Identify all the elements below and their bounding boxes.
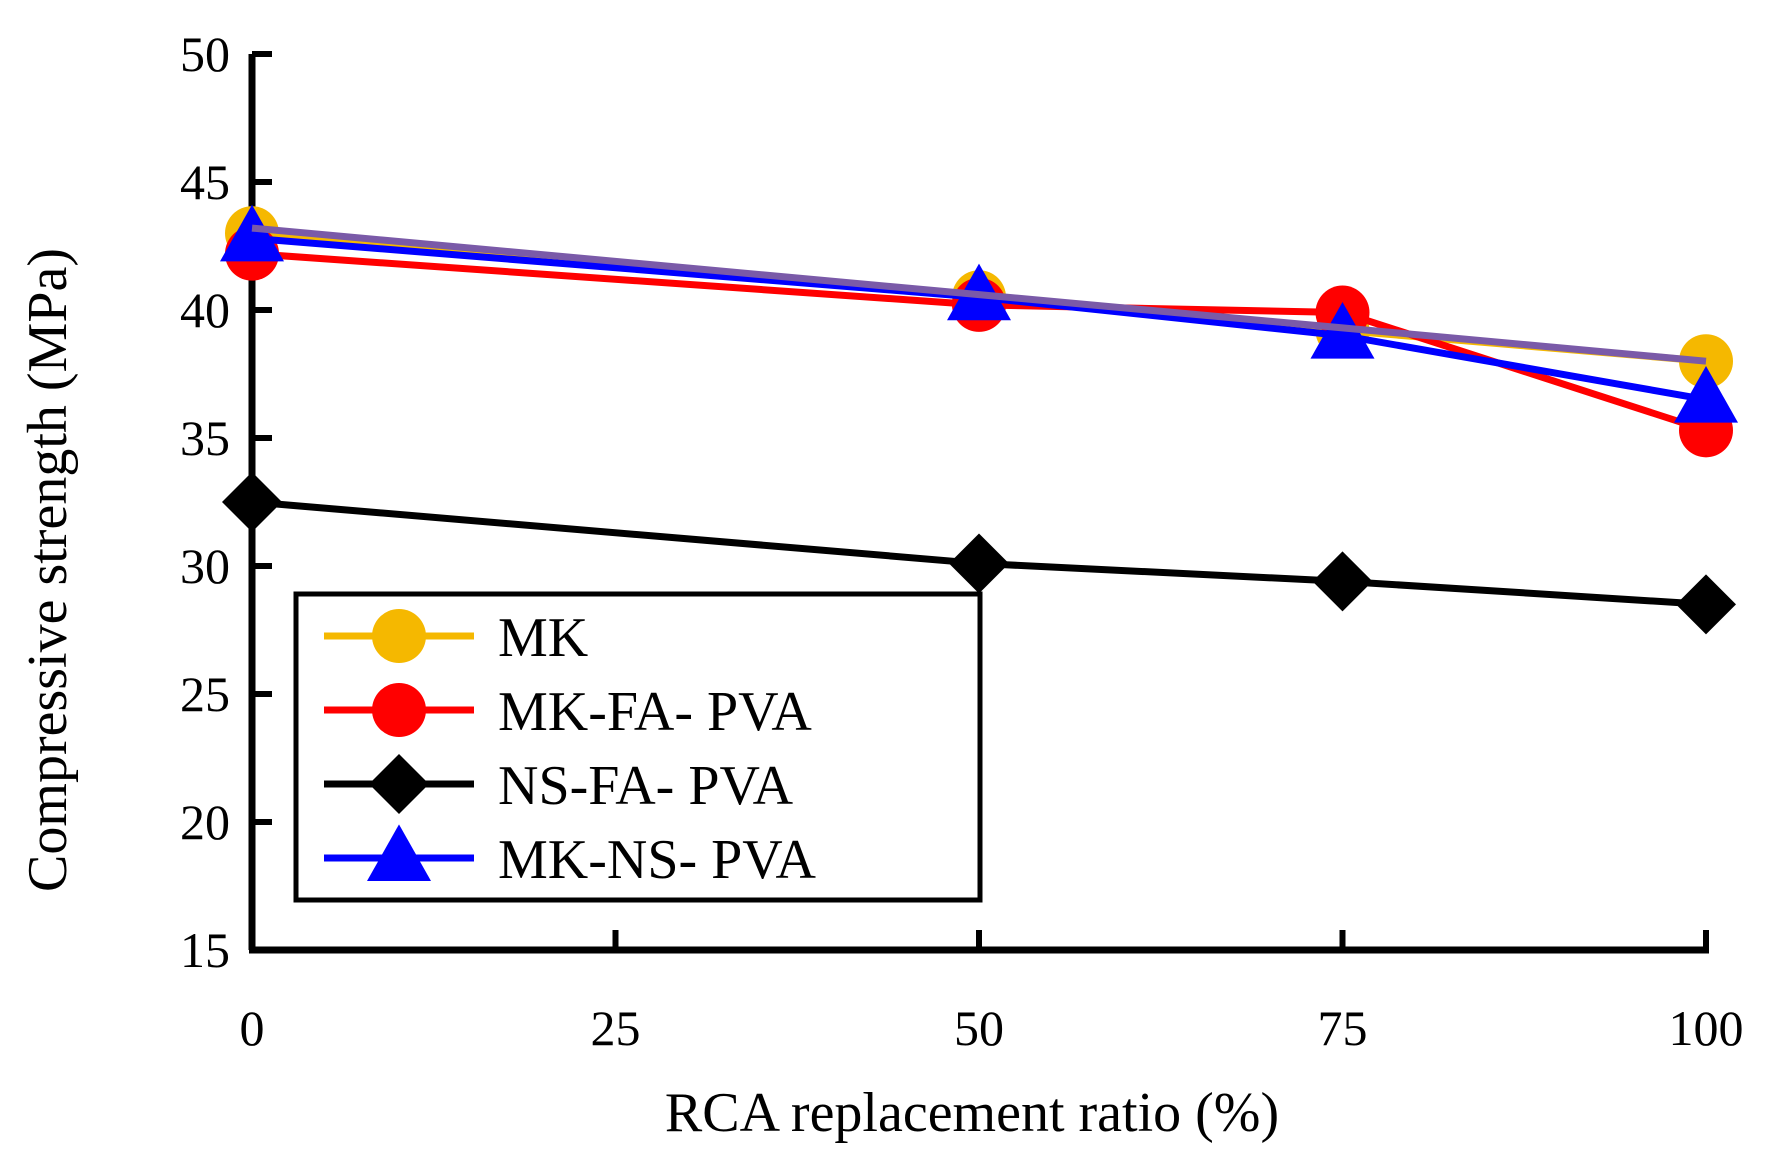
- y-tick-label: 15: [180, 922, 230, 978]
- y-tick-label: 40: [180, 282, 230, 338]
- series-ns-fa-pva: [222, 472, 1736, 635]
- ticks: 15 20 25 30 35 40 45 50 0 25 50 75 100: [180, 26, 1744, 1056]
- data-point: [1674, 366, 1738, 423]
- trend-line: [251, 224, 1707, 365]
- x-tick-label: 100: [1669, 1000, 1744, 1056]
- data-point: [1312, 551, 1373, 612]
- y-tick-label: 25: [180, 666, 230, 722]
- data-point: [222, 472, 282, 532]
- y-tick-label: 30: [180, 538, 230, 594]
- y-tick-label: 35: [180, 410, 230, 466]
- y-tick-label: 45: [180, 154, 230, 210]
- legend-label: NS-FA- PVA: [498, 755, 794, 817]
- data-point: [220, 204, 284, 262]
- x-axis-title: RCA replacement ratio (%): [665, 1082, 1279, 1144]
- series-mk-ns-pva: [220, 204, 1738, 423]
- legend-marker: [372, 683, 426, 737]
- series-layer: [220, 204, 1738, 635]
- x-tick-label: 0: [240, 1000, 265, 1056]
- data-point: [949, 533, 1009, 594]
- y-tick-label: 20: [180, 794, 230, 850]
- legend-label: MK-FA- PVA: [498, 681, 812, 743]
- data-point: [1676, 574, 1736, 635]
- legend-entry: MK: [324, 607, 588, 669]
- legend-marker: [367, 824, 431, 882]
- legend-label: MK-NS- PVA: [498, 829, 816, 891]
- legend-marker: [369, 754, 429, 814]
- y-axis-title: Compressive strength (MPa): [17, 248, 79, 892]
- x-tick-label: 25: [591, 1000, 641, 1056]
- legend-label: MK: [498, 607, 588, 669]
- series-line: [251, 234, 1707, 404]
- x-tick-label: 50: [954, 1000, 1004, 1056]
- legend-entry: NS-FA- PVA: [324, 754, 794, 817]
- legend: MK MK-FA- PVA NS-FA- PVA MK-NS- PVA: [293, 591, 983, 903]
- legend-marker: [372, 609, 426, 663]
- legend-entry: MK-NS- PVA: [324, 824, 816, 891]
- x-tick-label: 75: [1318, 1000, 1368, 1056]
- series-line: [251, 498, 1707, 608]
- legend-entry: MK-FA- PVA: [324, 681, 812, 743]
- y-tick-label: 50: [180, 26, 230, 82]
